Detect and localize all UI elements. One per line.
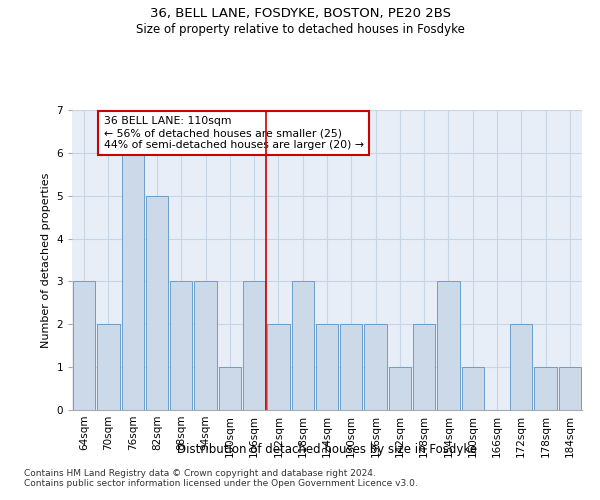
Text: 36 BELL LANE: 110sqm
← 56% of detached houses are smaller (25)
44% of semi-detac: 36 BELL LANE: 110sqm ← 56% of detached h…: [104, 116, 364, 150]
Bar: [122, 153, 144, 410]
Bar: [364, 324, 387, 410]
Text: Size of property relative to detached houses in Fosdyke: Size of property relative to detached ho…: [136, 22, 464, 36]
Bar: [437, 282, 460, 410]
Bar: [292, 282, 314, 410]
Bar: [97, 324, 119, 410]
Bar: [413, 324, 436, 410]
Text: Contains public sector information licensed under the Open Government Licence v3: Contains public sector information licen…: [24, 478, 418, 488]
Bar: [535, 367, 557, 410]
Bar: [243, 282, 265, 410]
Bar: [194, 282, 217, 410]
Bar: [316, 324, 338, 410]
Bar: [73, 282, 95, 410]
Bar: [340, 324, 362, 410]
Text: 36, BELL LANE, FOSDYKE, BOSTON, PE20 2BS: 36, BELL LANE, FOSDYKE, BOSTON, PE20 2BS: [149, 8, 451, 20]
Bar: [559, 367, 581, 410]
Bar: [267, 324, 290, 410]
Text: Distribution of detached houses by size in Fosdyke: Distribution of detached houses by size …: [177, 442, 477, 456]
Bar: [170, 282, 193, 410]
Bar: [461, 367, 484, 410]
Bar: [146, 196, 168, 410]
Y-axis label: Number of detached properties: Number of detached properties: [41, 172, 51, 348]
Text: Contains HM Land Registry data © Crown copyright and database right 2024.: Contains HM Land Registry data © Crown c…: [24, 468, 376, 477]
Bar: [389, 367, 411, 410]
Bar: [510, 324, 532, 410]
Bar: [218, 367, 241, 410]
